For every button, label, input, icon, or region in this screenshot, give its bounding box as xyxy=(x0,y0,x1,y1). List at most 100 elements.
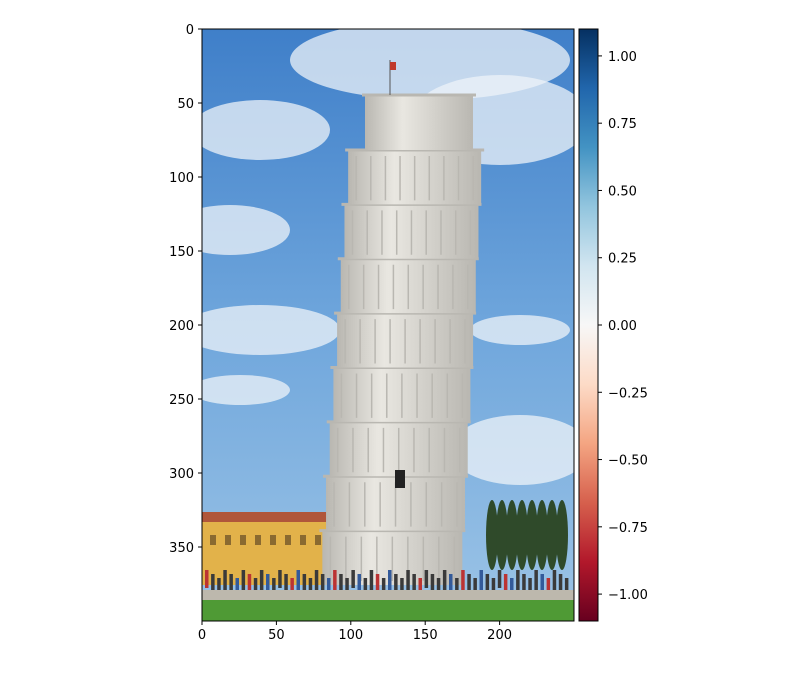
person xyxy=(357,574,361,594)
y-tick-label: 350 xyxy=(169,541,194,556)
person xyxy=(534,570,538,592)
person xyxy=(339,574,343,596)
x-axis: 0 50 100 150 200 xyxy=(198,621,512,643)
tree xyxy=(556,500,568,570)
person xyxy=(430,574,435,594)
person xyxy=(467,574,471,598)
cloud xyxy=(202,100,330,160)
y-tick-label: 300 xyxy=(169,467,194,482)
y-tick-label: 150 xyxy=(169,245,194,260)
x-tick-label: 200 xyxy=(487,628,512,643)
person xyxy=(314,570,319,592)
x-tick-label: 100 xyxy=(338,628,363,643)
cloud xyxy=(202,205,290,255)
person xyxy=(503,574,508,594)
person xyxy=(363,578,368,600)
building-window xyxy=(300,535,306,545)
x-tick-label: 150 xyxy=(413,628,438,643)
person xyxy=(247,574,252,598)
photo xyxy=(202,29,574,621)
tree xyxy=(526,500,538,570)
tree xyxy=(506,500,518,570)
person xyxy=(436,578,441,600)
person xyxy=(449,574,453,592)
colorbar: 1.00 0.75 0.50 0.25 0.00 −0.25 −0.50 −0.75 −1.00 xyxy=(578,28,648,622)
person xyxy=(552,570,557,590)
person xyxy=(223,570,227,594)
tree xyxy=(516,500,528,570)
person xyxy=(455,578,459,598)
person xyxy=(522,574,526,592)
colorbar-gradient xyxy=(579,29,598,621)
y-tick-label: 250 xyxy=(169,393,194,408)
person xyxy=(516,570,520,594)
person xyxy=(327,578,331,596)
person xyxy=(558,574,563,596)
path xyxy=(202,590,574,602)
person xyxy=(412,574,416,596)
tower xyxy=(319,60,485,585)
crowd xyxy=(202,570,574,602)
person xyxy=(461,570,465,592)
person xyxy=(540,574,544,598)
person xyxy=(253,578,258,596)
colorbar-tick-label: −0.75 xyxy=(608,521,648,536)
person xyxy=(394,574,398,598)
x-tick-label: 0 xyxy=(198,628,206,643)
tree xyxy=(486,500,498,570)
person xyxy=(266,574,270,596)
image-axes: 0 50 100 150 200 0 50 100 150 200 250 300 350 xyxy=(169,23,575,643)
building-window xyxy=(270,535,276,545)
cloud xyxy=(470,315,570,345)
person xyxy=(211,574,215,594)
person xyxy=(235,578,239,598)
person xyxy=(497,570,502,588)
colorbar-tick-label: 1.00 xyxy=(608,50,637,65)
x-tick-label: 50 xyxy=(268,628,285,643)
person xyxy=(284,574,288,594)
colorbar-tick-label: −0.50 xyxy=(608,454,648,469)
building-window xyxy=(225,535,231,545)
y-axis: 0 50 100 150 200 250 300 350 xyxy=(169,23,202,556)
person xyxy=(473,578,477,596)
building-window xyxy=(210,535,216,545)
building-window xyxy=(255,535,261,545)
tree xyxy=(536,500,548,570)
person xyxy=(406,570,410,590)
person xyxy=(510,578,514,600)
person xyxy=(241,570,246,592)
tree xyxy=(546,500,558,570)
person xyxy=(229,574,233,592)
y-tick-label: 50 xyxy=(177,97,194,112)
building-window xyxy=(315,535,321,545)
building-window xyxy=(285,535,291,545)
person xyxy=(290,578,294,600)
person xyxy=(546,578,551,596)
tree xyxy=(496,500,508,570)
tower-belfry xyxy=(365,95,473,150)
lawn xyxy=(202,600,574,621)
person xyxy=(205,570,209,588)
building-window xyxy=(240,535,246,545)
colorbar-tick-label: 0.00 xyxy=(608,319,637,334)
cloud xyxy=(202,375,290,405)
person xyxy=(320,574,325,598)
person xyxy=(400,578,404,596)
person xyxy=(296,570,300,594)
person xyxy=(259,570,264,590)
person xyxy=(388,570,392,592)
colorbar-tick-label: 0.75 xyxy=(608,117,637,132)
person xyxy=(217,578,221,600)
cloud xyxy=(450,415,574,485)
colorbar-tick-label: 0.50 xyxy=(608,184,637,199)
person xyxy=(485,574,490,596)
person xyxy=(479,570,483,590)
flag xyxy=(390,62,396,70)
building-roof xyxy=(202,512,332,522)
y-tick-label: 100 xyxy=(169,171,194,186)
person xyxy=(351,570,355,588)
person xyxy=(369,570,374,594)
person xyxy=(302,574,307,592)
y-tick-label: 200 xyxy=(169,319,194,334)
